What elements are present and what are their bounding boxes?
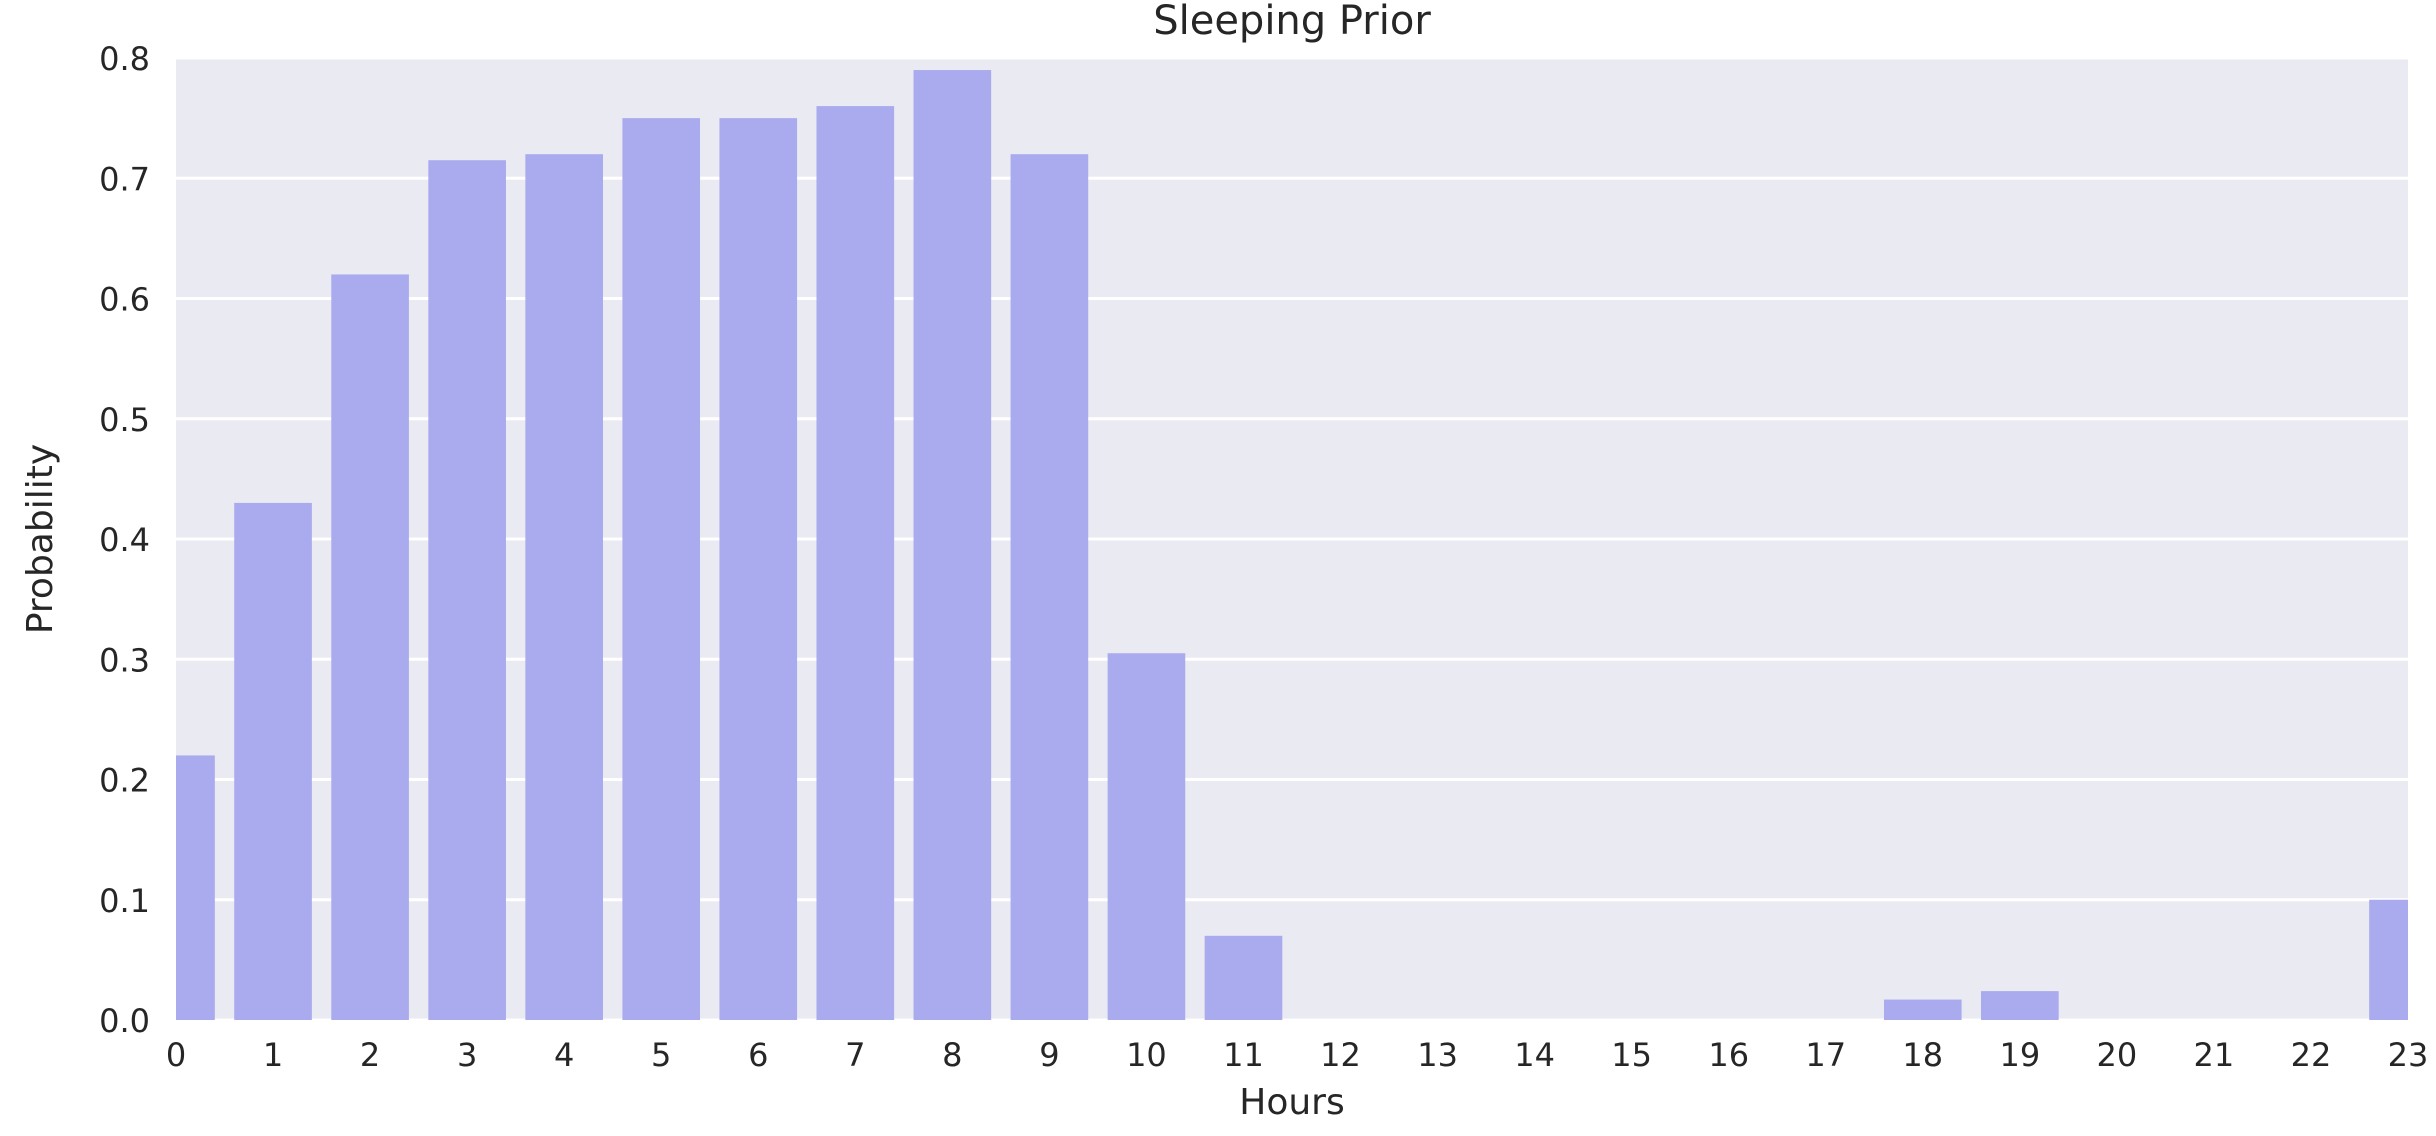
x-tick-label: 4	[554, 1036, 574, 1074]
x-tick-label: 2	[360, 1036, 380, 1074]
x-tick-label: 17	[1805, 1036, 1846, 1074]
bar-hour-7	[816, 106, 895, 1020]
x-tick-label: 8	[942, 1036, 962, 1074]
x-tick-label: 9	[1039, 1036, 1059, 1074]
y-tick-label: 0.1	[99, 882, 150, 920]
x-tick-label: 10	[1126, 1036, 1167, 1074]
x-tick-label: 20	[2097, 1036, 2138, 1074]
y-axis-ticks: 0.0 0.1 0.2 0.3 0.4 0.5 0.6 0.7 0.8	[99, 40, 150, 1040]
x-tick-label: 0	[166, 1036, 186, 1074]
bar-hour-11	[1204, 935, 1283, 1020]
bar-hour-8	[913, 70, 992, 1020]
x-tick-label: 3	[457, 1036, 477, 1074]
bar-hour-1	[234, 502, 312, 1020]
y-tick-label: 0.7	[99, 160, 150, 198]
y-tick-label: 0.6	[99, 281, 150, 319]
y-axis-label: Probability	[20, 444, 61, 634]
bars	[176, 70, 2408, 1020]
bar-hour-23	[2369, 899, 2408, 1020]
x-tick-label: 23	[2388, 1036, 2429, 1074]
bar-hour-3	[428, 160, 506, 1020]
y-tick-label: 0.4	[99, 521, 150, 559]
bar-hour-6	[719, 118, 798, 1020]
x-tick-label: 21	[2194, 1036, 2235, 1074]
bar-hour-0	[176, 755, 215, 1020]
x-tick-label: 18	[1902, 1036, 1943, 1074]
y-tick-label: 0.5	[99, 401, 150, 439]
bar-hour-9	[1010, 154, 1089, 1020]
bar-hour-2	[331, 274, 409, 1020]
bar-hour-19	[1981, 991, 2059, 1020]
x-tick-label: 13	[1417, 1036, 1458, 1074]
x-axis-label: Hours	[1239, 1082, 1344, 1123]
x-axis-ticks: 0 1 2 3 4 5 6 7 8 9 10 11 12 13 14 15 16 17 18 19 20 21 22 23	[166, 1036, 2429, 1074]
y-tick-label: 0.0	[99, 1002, 150, 1040]
x-tick-label: 15	[1611, 1036, 1652, 1074]
x-tick-label: 6	[748, 1036, 768, 1074]
chart-title: Sleeping Prior	[1153, 0, 1431, 44]
bar-hour-4	[525, 154, 603, 1020]
bar-hour-5	[622, 118, 701, 1020]
bar-hour-18	[1883, 999, 1962, 1020]
x-tick-label: 11	[1223, 1036, 1264, 1074]
x-tick-label: 22	[2291, 1036, 2332, 1074]
y-tick-label: 0.8	[99, 40, 150, 78]
x-tick-label: 7	[845, 1036, 865, 1074]
x-tick-label: 1	[263, 1036, 283, 1074]
y-tick-label: 0.2	[99, 762, 150, 800]
x-tick-label: 5	[651, 1036, 671, 1074]
x-tick-label: 12	[1320, 1036, 1361, 1074]
x-tick-label: 14	[1514, 1036, 1555, 1074]
bar-hour-10	[1107, 653, 1186, 1020]
y-tick-label: 0.3	[99, 641, 150, 679]
x-tick-label: 16	[1708, 1036, 1749, 1074]
x-tick-label: 19	[1999, 1036, 2040, 1074]
